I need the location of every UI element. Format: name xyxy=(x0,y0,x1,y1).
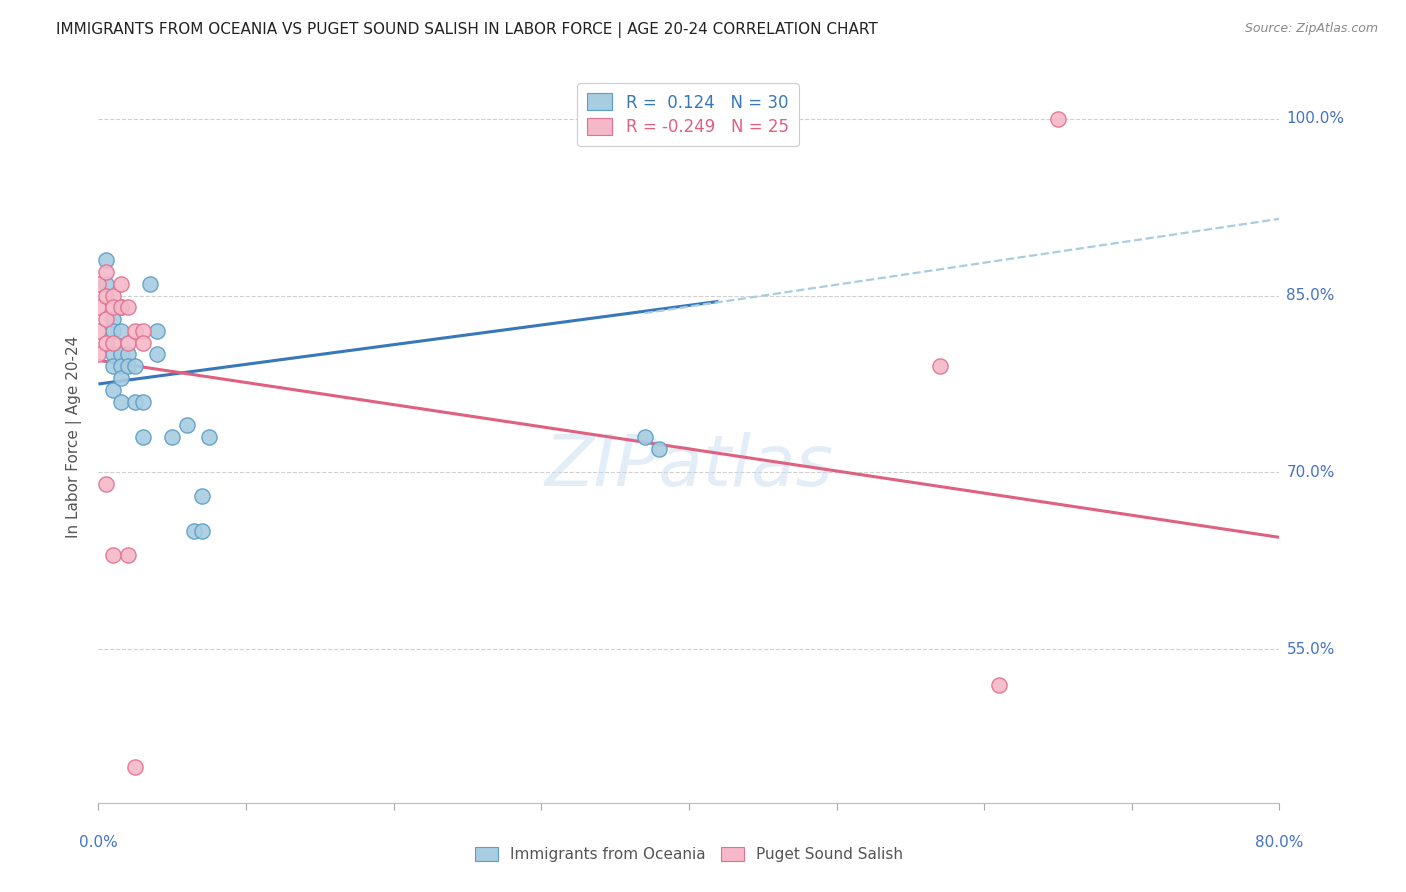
Point xyxy=(139,277,162,291)
Point xyxy=(117,335,139,350)
Point xyxy=(103,312,125,326)
Point xyxy=(191,489,214,503)
Point xyxy=(132,324,155,338)
Point xyxy=(110,394,132,409)
Point xyxy=(110,371,132,385)
Point xyxy=(110,359,132,374)
Text: 80.0%: 80.0% xyxy=(1256,836,1303,850)
Point xyxy=(146,324,169,338)
Point xyxy=(117,347,139,361)
Point xyxy=(198,430,221,444)
Point xyxy=(94,253,117,268)
Point xyxy=(87,277,110,291)
Point xyxy=(132,430,155,444)
Point xyxy=(87,301,110,315)
Point xyxy=(94,312,117,326)
Point xyxy=(176,418,198,433)
Point xyxy=(103,301,125,315)
Point xyxy=(94,477,117,491)
Text: 100.0%: 100.0% xyxy=(1286,111,1344,126)
Point xyxy=(94,288,117,302)
Point xyxy=(94,277,117,291)
Point xyxy=(117,301,139,315)
Point xyxy=(87,347,110,361)
Point xyxy=(110,347,132,361)
Point xyxy=(94,335,117,350)
Point xyxy=(110,324,132,338)
Point xyxy=(103,288,125,302)
Y-axis label: In Labor Force | Age 20-24: In Labor Force | Age 20-24 xyxy=(66,336,83,538)
Point xyxy=(94,265,117,279)
Text: 55.0%: 55.0% xyxy=(1286,642,1334,657)
Point xyxy=(103,383,125,397)
Point xyxy=(648,442,671,456)
Text: ZIPatlas: ZIPatlas xyxy=(544,432,834,500)
Point xyxy=(117,359,139,374)
Point xyxy=(124,324,146,338)
Point xyxy=(103,548,125,562)
Point xyxy=(110,301,132,315)
Point xyxy=(928,359,950,374)
Point xyxy=(987,678,1010,692)
Text: 0.0%: 0.0% xyxy=(79,836,118,850)
Point xyxy=(124,760,146,774)
Point xyxy=(103,324,125,338)
Text: Source: ZipAtlas.com: Source: ZipAtlas.com xyxy=(1244,22,1378,36)
Text: 85.0%: 85.0% xyxy=(1286,288,1334,303)
Point xyxy=(183,524,205,539)
Point xyxy=(103,359,125,374)
Point xyxy=(110,277,132,291)
Text: IMMIGRANTS FROM OCEANIA VS PUGET SOUND SALISH IN LABOR FORCE | AGE 20-24 CORRELA: IMMIGRANTS FROM OCEANIA VS PUGET SOUND S… xyxy=(56,22,877,38)
Point xyxy=(124,394,146,409)
Point xyxy=(124,359,146,374)
Point xyxy=(87,324,110,338)
Point xyxy=(117,548,139,562)
Point xyxy=(132,335,155,350)
Legend: Immigrants from Oceania, Puget Sound Salish: Immigrants from Oceania, Puget Sound Sal… xyxy=(468,841,910,868)
Point xyxy=(103,347,125,361)
Point xyxy=(103,335,125,350)
Point xyxy=(132,394,155,409)
Point xyxy=(146,347,169,361)
Point xyxy=(633,430,655,444)
Text: 70.0%: 70.0% xyxy=(1286,465,1334,480)
Point xyxy=(162,430,183,444)
Point xyxy=(191,524,214,539)
Point xyxy=(110,301,132,315)
Point xyxy=(1046,112,1069,126)
